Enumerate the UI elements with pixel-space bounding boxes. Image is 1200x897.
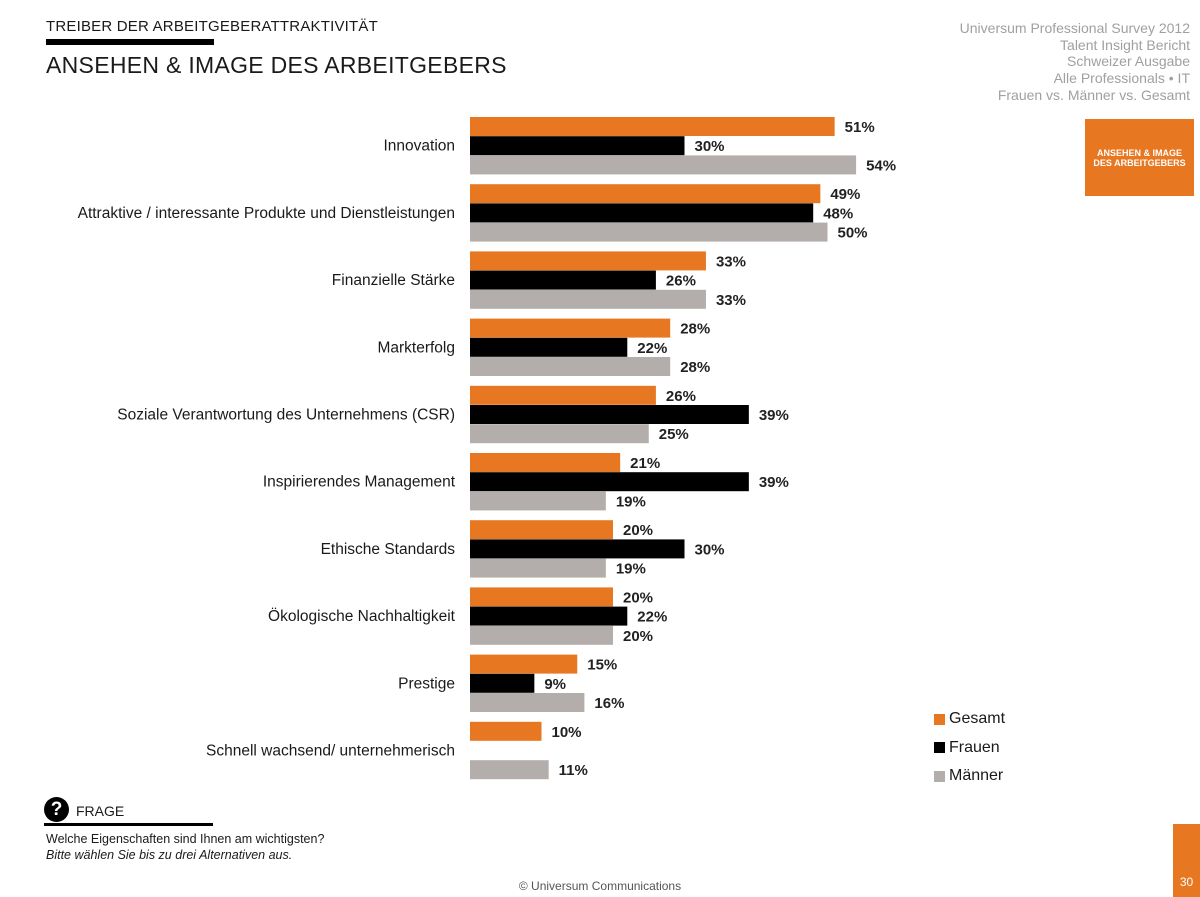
bar-frauen: [470, 539, 685, 559]
data-label-gesamt: 20%: [623, 589, 653, 606]
legend-item-maenner: Männer: [934, 762, 1005, 791]
legend-item-frauen: Frauen: [934, 734, 1005, 763]
bar-maenner: [470, 424, 649, 444]
data-label-frauen: 30%: [695, 541, 725, 558]
data-label-maenner: 50%: [838, 225, 868, 242]
data-label-gesamt: 21%: [630, 455, 660, 472]
bar-frauen: [470, 203, 814, 223]
bar-frauen: [470, 337, 628, 357]
data-label-frauen: 39%: [759, 407, 789, 424]
bar-gesamt: [470, 654, 578, 674]
data-label-gesamt: 10%: [552, 724, 582, 741]
data-label-gesamt: 49%: [830, 186, 860, 203]
data-label-gesamt: 33%: [716, 253, 746, 270]
bar-gesamt: [470, 587, 613, 607]
page-title: ANSEHEN & IMAGE DES ARBEITGEBERS: [46, 52, 507, 78]
bar-gesamt: [470, 385, 656, 405]
legend-swatch-frauen: [934, 742, 945, 754]
bar-gesamt: [470, 453, 621, 472]
legend-swatch-gesamt: [934, 713, 945, 725]
meta-line-report: Talent Insight Bericht: [1060, 36, 1190, 53]
data-label-frauen: 26%: [666, 273, 696, 290]
data-label-gesamt: 20%: [623, 522, 653, 539]
category-label: Ethische Standards: [321, 541, 456, 558]
category-label: Ökologische Nachhaltigkeit: [268, 607, 456, 625]
meta-line-edition: Schweizer Ausgabe: [1067, 53, 1190, 70]
data-label-frauen: 22%: [637, 340, 667, 357]
data-label-gesamt: 26%: [666, 388, 696, 405]
legend-item-gesamt: Gesamt: [934, 705, 1005, 734]
data-label-gesamt: 51%: [845, 119, 875, 136]
data-label-maenner: 54%: [866, 157, 896, 174]
survey-question: Welche Eigenschaften sind Ihnen am wicht…: [46, 832, 325, 846]
bar-frauen: [470, 270, 656, 290]
bar-gesamt: [470, 520, 613, 540]
bar-frauen: [470, 136, 685, 156]
survey-instruction: Bitte wählen Sie bis zu drei Alternative…: [46, 848, 293, 862]
legend-label-gesamt: Gesamt: [949, 710, 1006, 728]
category-label: Innovation: [383, 138, 455, 155]
section-tab[interactable]: ANSEHEN & IMAGE DES ARBEITGEBERS: [1085, 119, 1194, 196]
category-label: Inspirierendes Management: [263, 474, 456, 491]
bar-gesamt: [470, 184, 821, 204]
bar-frauen: [470, 673, 535, 693]
data-label-maenner: 19%: [616, 561, 646, 578]
legend-swatch-maenner: [934, 770, 945, 782]
bar-gesamt: [470, 251, 706, 271]
bar-maenner: [470, 289, 706, 309]
chart-legend: Gesamt Frauen Männer: [934, 705, 1005, 791]
bar-frauen: [470, 472, 749, 492]
data-label-maenner: 16%: [594, 695, 624, 712]
copyright-footer: © Universum Communications: [518, 879, 682, 893]
frage-label: FRAGE: [76, 803, 125, 819]
data-label-frauen: 48%: [823, 205, 853, 222]
data-label-maenner: 33%: [716, 292, 746, 309]
bar-frauen: [470, 405, 749, 424]
bar-maenner: [470, 558, 606, 578]
category-label: Prestige: [398, 675, 455, 692]
question-icon: ?: [44, 797, 69, 822]
data-label-gesamt: 15%: [587, 657, 617, 674]
bar-maenner: [470, 491, 606, 511]
bar-gesamt: [470, 117, 835, 136]
meta-line-comparison: Frauen vs. Männer vs. Gesamt: [997, 86, 1190, 103]
category-label: Finanzielle Stärke: [332, 272, 455, 289]
data-label-gesamt: 28%: [680, 321, 710, 338]
data-label-frauen: 9%: [544, 676, 566, 693]
category-label: Schnell wachsend/ unternehmerisch: [206, 743, 455, 760]
bar-maenner: [470, 357, 671, 376]
data-label-maenner: 11%: [559, 762, 588, 779]
bar-frauen: [470, 606, 628, 626]
bar-maenner: [470, 693, 585, 712]
legend-label-maenner: Männer: [949, 767, 1004, 785]
category-label: Markterfolg: [377, 339, 455, 356]
bar-maenner: [470, 625, 613, 645]
category-label: Soziale Verantwortung des Unternehmens (…: [117, 407, 455, 424]
data-label-maenner: 19%: [616, 493, 646, 510]
legend-label-frauen: Frauen: [949, 738, 1000, 756]
category-label: Attraktive / interessante Produkte und D…: [78, 205, 455, 222]
data-label-maenner: 25%: [659, 426, 689, 443]
meta-line-survey: Universum Professional Survey 2012: [959, 20, 1190, 36]
data-label-maenner: 20%: [623, 628, 653, 645]
bar-gesamt: [470, 721, 542, 741]
bar-maenner: [470, 155, 857, 175]
data-label-frauen: 22%: [637, 609, 667, 626]
bar-maenner: [470, 760, 549, 780]
page-number: 30: [1173, 824, 1200, 897]
bar-gesamt: [470, 318, 671, 338]
frage-underline: [44, 823, 213, 826]
report-meta: Universum Professional Survey 2012 Talen…: [960, 20, 1190, 104]
data-label-frauen: 30%: [695, 138, 725, 155]
kicker-underline: [46, 39, 214, 45]
section-kicker: TREIBER DER ARBEITGEBERATTRAKTIVITÄT: [46, 18, 378, 35]
meta-line-segment: Alle Professionals • IT: [1053, 70, 1190, 87]
bar-maenner: [470, 222, 828, 242]
data-label-frauen: 39%: [759, 474, 789, 491]
data-label-maenner: 28%: [680, 359, 710, 376]
